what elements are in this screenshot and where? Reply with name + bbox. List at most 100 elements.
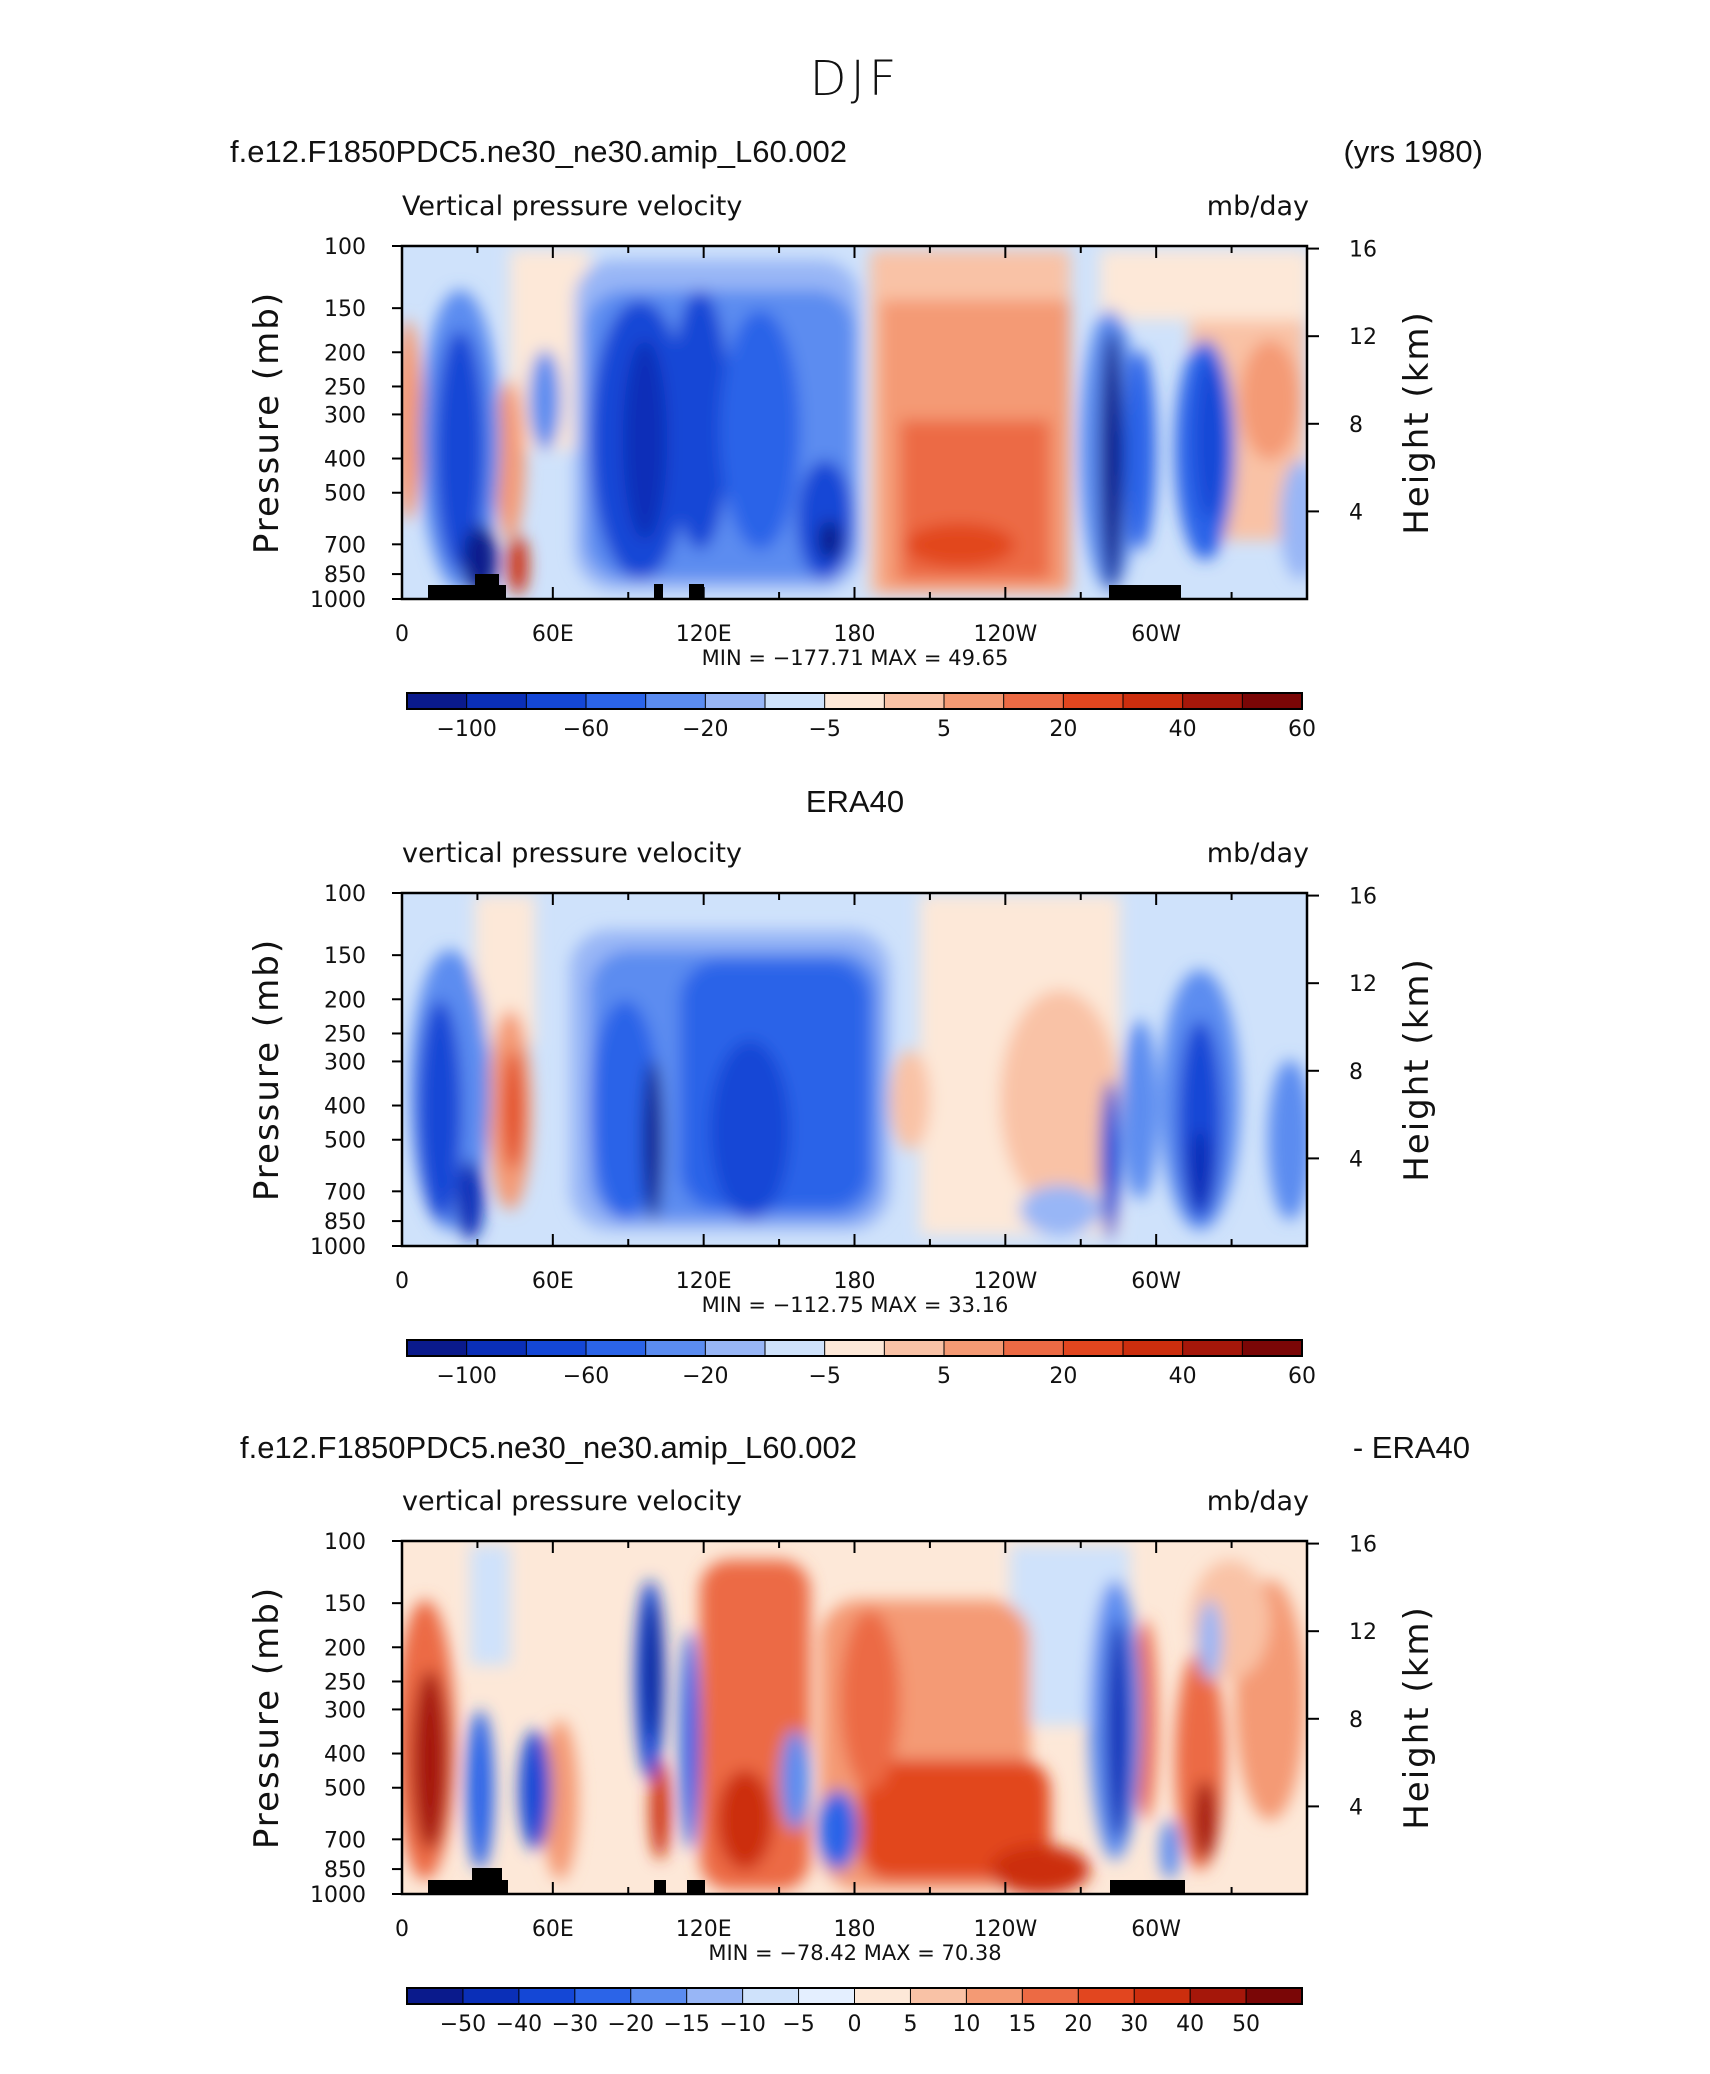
colorbar-label: 60 bbox=[1288, 1364, 1316, 1389]
colorbar-box bbox=[1077, 1987, 1136, 2005]
panel-right-title: - ERA40 bbox=[1353, 1430, 1470, 1465]
panel-subtitle: vertical pressure velocity bbox=[402, 838, 742, 869]
colorbar-label: 5 bbox=[937, 717, 951, 742]
colorbar-box bbox=[1122, 692, 1184, 710]
y-tick-label: 400 bbox=[324, 448, 366, 473]
y-tick-label: 200 bbox=[324, 988, 366, 1013]
panel-subtitle: Vertical pressure velocity bbox=[402, 191, 742, 222]
contour-field bbox=[402, 246, 1307, 599]
colorbar-box bbox=[854, 1987, 912, 2005]
colorbar-label: 20 bbox=[1049, 1364, 1077, 1389]
x-tick-label: 120W bbox=[973, 1269, 1037, 1294]
colorbar-box bbox=[1182, 692, 1244, 710]
colorbar-box bbox=[704, 692, 766, 710]
panel-diff: f.e12.F1850PDC5.ne30_ne30.amip_L60.002 -… bbox=[240, 1430, 1470, 1894]
colorbar-frame bbox=[406, 1987, 1303, 2005]
y-tick-label: 150 bbox=[324, 944, 366, 969]
y-tick-label: 300 bbox=[324, 1050, 366, 1075]
colorbar-box bbox=[645, 1339, 707, 1357]
colorbar-frame bbox=[406, 1339, 1303, 1357]
colorbar-box bbox=[1003, 1339, 1065, 1357]
colorbar-box bbox=[883, 1339, 945, 1357]
colorbar-box bbox=[466, 1339, 528, 1357]
colorbar-box bbox=[406, 1987, 464, 2005]
colorbar-box bbox=[686, 1987, 744, 2005]
colorbar-box bbox=[764, 1339, 826, 1357]
colorbar-label: 10 bbox=[952, 2012, 980, 2037]
colorbar-box bbox=[909, 1987, 968, 2005]
colorbar-box bbox=[824, 692, 886, 710]
colorbar-box bbox=[630, 1987, 688, 2005]
y-tick-label: 500 bbox=[324, 1129, 366, 1154]
x-tick-label: 180 bbox=[834, 1269, 876, 1294]
colorbar-label: −40 bbox=[496, 2012, 542, 2037]
y-tick-label: 200 bbox=[324, 1636, 366, 1661]
colorbar-label: −20 bbox=[608, 2012, 654, 2037]
colorbar-box bbox=[965, 1987, 1024, 2005]
colorbar-label: 20 bbox=[1049, 717, 1077, 742]
x-tick-label: 0 bbox=[395, 1269, 409, 1294]
colorbar-box bbox=[1062, 692, 1125, 710]
colorbar-label: 60 bbox=[1288, 717, 1316, 742]
x-tick-label: 0 bbox=[395, 622, 409, 647]
colorbar-box bbox=[518, 1987, 576, 2005]
panel-left-title: f.e12.F1850PDC5.ne30_ne30.amip_L60.002 bbox=[230, 134, 847, 169]
min-max-label: MIN = −177.71 MAX = 49.65 bbox=[702, 646, 1009, 670]
y-tick-label: 250 bbox=[324, 375, 366, 400]
y-tick-label: 850 bbox=[324, 1210, 366, 1235]
panel-units: mb/day bbox=[1207, 1486, 1309, 1517]
colorbar-box bbox=[764, 692, 826, 710]
x-tick-label: 60W bbox=[1131, 1917, 1181, 1942]
y-tick-label: 150 bbox=[324, 297, 366, 322]
colorbar-box bbox=[585, 692, 647, 710]
y2-tick-label: 16 bbox=[1349, 885, 1377, 910]
y-tick-label: 300 bbox=[324, 1698, 366, 1723]
panel-right-title: (yrs 1980) bbox=[1343, 134, 1483, 169]
x-tick-label: 120E bbox=[676, 1269, 732, 1294]
colorbar-label: 15 bbox=[1008, 2012, 1036, 2037]
colorbar-label: 0 bbox=[848, 2012, 862, 2037]
colorbar-label: −5 bbox=[808, 717, 840, 742]
y-tick-label: 500 bbox=[324, 482, 366, 507]
colorbar-label: 40 bbox=[1169, 1364, 1197, 1389]
colorbar-box bbox=[406, 1339, 468, 1357]
colorbar-box bbox=[1245, 1987, 1303, 2005]
colorbar-box bbox=[462, 1987, 520, 2005]
colorbar-box bbox=[1182, 1339, 1244, 1357]
colorbar-label: 5 bbox=[937, 1364, 951, 1389]
panel-center-title: ERA40 bbox=[806, 784, 904, 819]
y-tick-label: 250 bbox=[324, 1670, 366, 1695]
colorbar-label: 30 bbox=[1120, 2012, 1148, 2037]
min-max-label: MIN = −78.42 MAX = 70.38 bbox=[708, 1941, 1001, 1965]
x-tick-label: 120E bbox=[676, 1917, 732, 1942]
colorbar-label: −100 bbox=[436, 1364, 496, 1389]
y2-tick-label: 4 bbox=[1349, 500, 1363, 525]
colorbar-label: −50 bbox=[440, 2012, 486, 2037]
x-tick-label: 180 bbox=[834, 1917, 876, 1942]
colorbar-box bbox=[1122, 1339, 1184, 1357]
x-tick-label: 60W bbox=[1131, 1269, 1181, 1294]
y-tick-label: 850 bbox=[324, 1858, 366, 1883]
colorbar-box bbox=[1189, 1987, 1248, 2005]
colorbar-label: 40 bbox=[1176, 2012, 1204, 2037]
y2-tick-label: 12 bbox=[1349, 1620, 1377, 1645]
y-tick-label: 850 bbox=[324, 563, 366, 588]
colorbar-box bbox=[645, 692, 707, 710]
x-tick-label: 120W bbox=[973, 1917, 1037, 1942]
colorbar-box bbox=[1003, 692, 1065, 710]
colorbar-box bbox=[943, 1339, 1005, 1357]
y2-axis-label: Height (km) bbox=[1397, 1605, 1437, 1830]
y2-axis-label: Height (km) bbox=[1397, 957, 1437, 1182]
x-tick-label: 180 bbox=[834, 622, 876, 647]
y-tick-label: 150 bbox=[324, 1592, 366, 1617]
y-tick-label: 100 bbox=[324, 235, 366, 260]
colorbar-label: 50 bbox=[1232, 2012, 1260, 2037]
colorbar-label: −100 bbox=[436, 717, 496, 742]
panel-units: mb/day bbox=[1207, 838, 1309, 869]
x-tick-label: 60E bbox=[532, 1269, 574, 1294]
colorbar-label: −60 bbox=[563, 1364, 609, 1389]
y2-tick-label: 8 bbox=[1349, 1708, 1363, 1733]
contour-field bbox=[402, 893, 1307, 1246]
y-tick-label: 100 bbox=[324, 882, 366, 907]
